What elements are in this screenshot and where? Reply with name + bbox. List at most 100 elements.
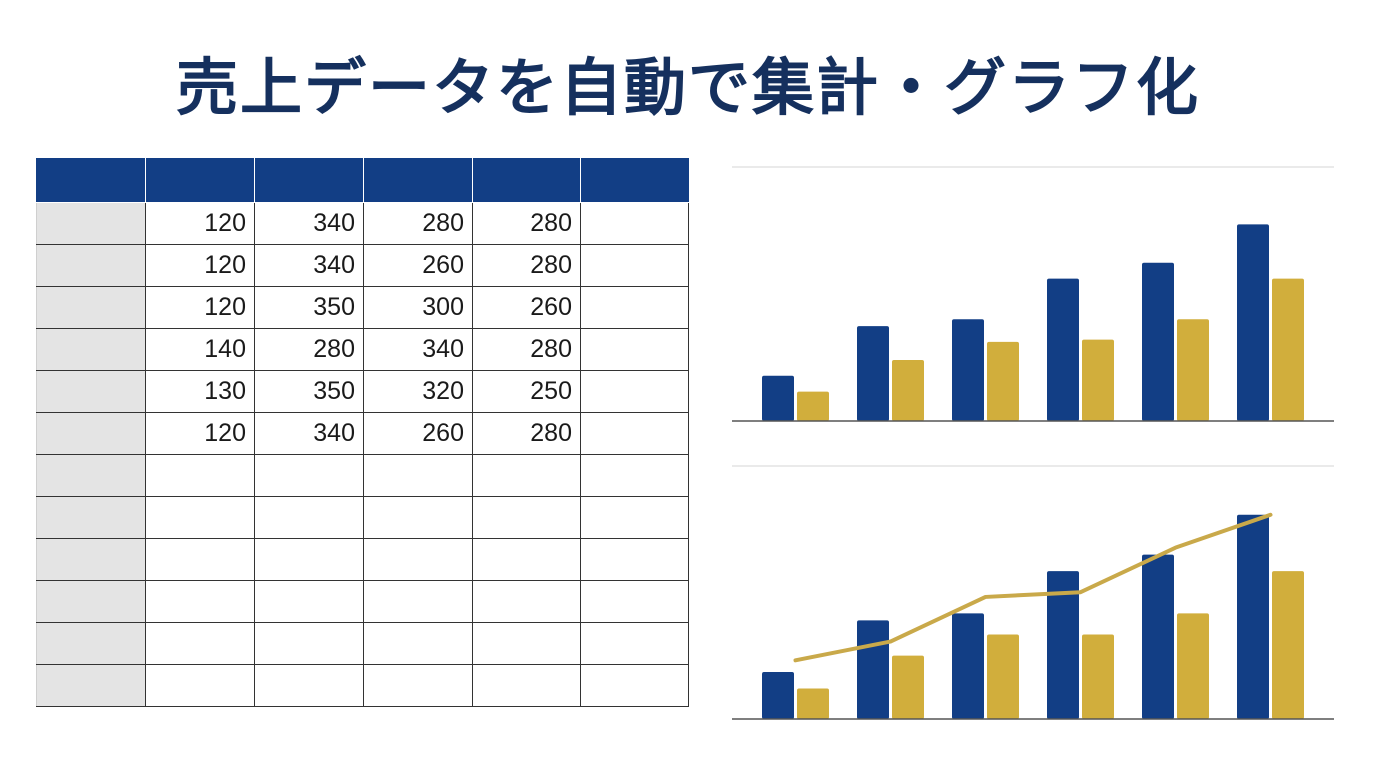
table-cell[interactable]: 260	[472, 286, 581, 329]
table-cell[interactable]	[145, 580, 255, 623]
table-cell[interactable]	[363, 580, 473, 623]
row-header-cell[interactable]	[36, 202, 146, 245]
table-cell[interactable]	[254, 496, 364, 539]
table-cell[interactable]	[472, 496, 581, 539]
chart-trend-line	[793, 512, 1273, 663]
row-header-cell[interactable]	[36, 664, 146, 707]
table-cell[interactable]	[363, 454, 473, 497]
table-cell[interactable]: 120	[145, 244, 255, 287]
table-cell[interactable]	[580, 622, 689, 665]
table-cell[interactable]: 140	[145, 328, 255, 371]
table-cell[interactable]: 260	[363, 244, 473, 287]
table-cell[interactable]: 340	[254, 244, 364, 287]
table-row	[36, 496, 689, 539]
chart-bar	[987, 634, 1019, 719]
table-cell[interactable]: 280	[472, 412, 581, 455]
table-cell[interactable]	[472, 538, 581, 581]
header-cell	[145, 158, 255, 203]
table-cell[interactable]: 120	[145, 202, 255, 245]
table-cell[interactable]	[580, 370, 689, 413]
table-cell[interactable]	[145, 664, 255, 707]
table-row	[36, 622, 689, 665]
table-row: 120 340 280 280	[36, 202, 689, 245]
table-cell[interactable]	[254, 622, 364, 665]
table-cell[interactable]	[145, 496, 255, 539]
chart-bar	[1047, 571, 1079, 719]
table-cell[interactable]: 280	[472, 328, 581, 371]
table-cell[interactable]: 350	[254, 286, 364, 329]
table-cell[interactable]	[363, 622, 473, 665]
table-cell[interactable]	[580, 202, 689, 245]
table-cell[interactable]	[145, 538, 255, 581]
table-cell[interactable]: 280	[254, 328, 364, 371]
header-cell	[36, 158, 146, 203]
table-row: 120 350 300 260	[36, 286, 689, 329]
chart-bar	[1142, 554, 1174, 719]
table-row: 130 350 320 250	[36, 370, 689, 413]
table-cell[interactable]	[580, 328, 689, 371]
table-cell[interactable]: 250	[472, 370, 581, 413]
chart-bar	[1272, 278, 1304, 421]
table-cell[interactable]	[580, 580, 689, 623]
table-cell[interactable]	[145, 454, 255, 497]
table-cell[interactable]	[472, 622, 581, 665]
table-cell[interactable]	[254, 538, 364, 581]
table-row: 140 280 340 280	[36, 328, 689, 371]
table-cell[interactable]: 280	[363, 202, 473, 245]
row-header-cell[interactable]	[36, 580, 146, 623]
table-cell[interactable]	[580, 412, 689, 455]
table-header-row	[36, 158, 689, 203]
bar-line-combo-chart	[732, 465, 1334, 720]
table-row: 120 340 260 280	[36, 412, 689, 455]
table-cell[interactable]	[254, 664, 364, 707]
row-header-cell[interactable]	[36, 244, 146, 287]
table-cell[interactable]	[580, 538, 689, 581]
row-header-cell[interactable]	[36, 496, 146, 539]
row-header-cell[interactable]	[36, 538, 146, 581]
table-cell[interactable]: 340	[254, 412, 364, 455]
table-cell[interactable]	[363, 496, 473, 539]
row-header-cell[interactable]	[36, 412, 146, 455]
table-cell[interactable]	[580, 286, 689, 329]
table-cell[interactable]	[472, 664, 581, 707]
table-cell[interactable]: 350	[254, 370, 364, 413]
chart-bar	[1237, 224, 1269, 421]
table-row	[36, 538, 689, 581]
header-cell	[254, 158, 364, 203]
row-header-cell[interactable]	[36, 370, 146, 413]
row-header-cell[interactable]	[36, 286, 146, 329]
table-cell[interactable]	[145, 622, 255, 665]
chart-bar	[1082, 339, 1114, 421]
chart-bar	[1082, 634, 1114, 719]
row-header-cell[interactable]	[36, 454, 146, 497]
table-cell[interactable]: 320	[363, 370, 473, 413]
row-header-cell[interactable]	[36, 328, 146, 371]
table-cell[interactable]: 340	[254, 202, 364, 245]
row-header-cell[interactable]	[36, 622, 146, 665]
table-cell[interactable]	[363, 664, 473, 707]
table-cell[interactable]: 280	[472, 244, 581, 287]
table-cell[interactable]	[254, 454, 364, 497]
table-cell[interactable]	[580, 496, 689, 539]
bar-chart	[732, 166, 1334, 422]
table-cell[interactable]: 130	[145, 370, 255, 413]
table-cell[interactable]	[363, 538, 473, 581]
table-cell[interactable]	[580, 454, 689, 497]
table-row	[36, 580, 689, 623]
table-cell[interactable]: 120	[145, 286, 255, 329]
chart-bar	[892, 359, 924, 421]
table-cell[interactable]: 340	[363, 328, 473, 371]
table-row	[36, 454, 689, 497]
table-cell[interactable]: 120	[145, 412, 255, 455]
table-cell[interactable]: 260	[363, 412, 473, 455]
chart-bar	[1047, 278, 1079, 421]
table-row: 120 340 260 280	[36, 244, 689, 287]
table-cell[interactable]	[472, 580, 581, 623]
table-cell[interactable]	[580, 664, 689, 707]
table-cell[interactable]: 300	[363, 286, 473, 329]
table-cell[interactable]	[472, 454, 581, 497]
table-cell[interactable]: 280	[472, 202, 581, 245]
table-cell[interactable]	[254, 580, 364, 623]
chart-bar	[1142, 262, 1174, 421]
table-cell[interactable]	[580, 244, 689, 287]
